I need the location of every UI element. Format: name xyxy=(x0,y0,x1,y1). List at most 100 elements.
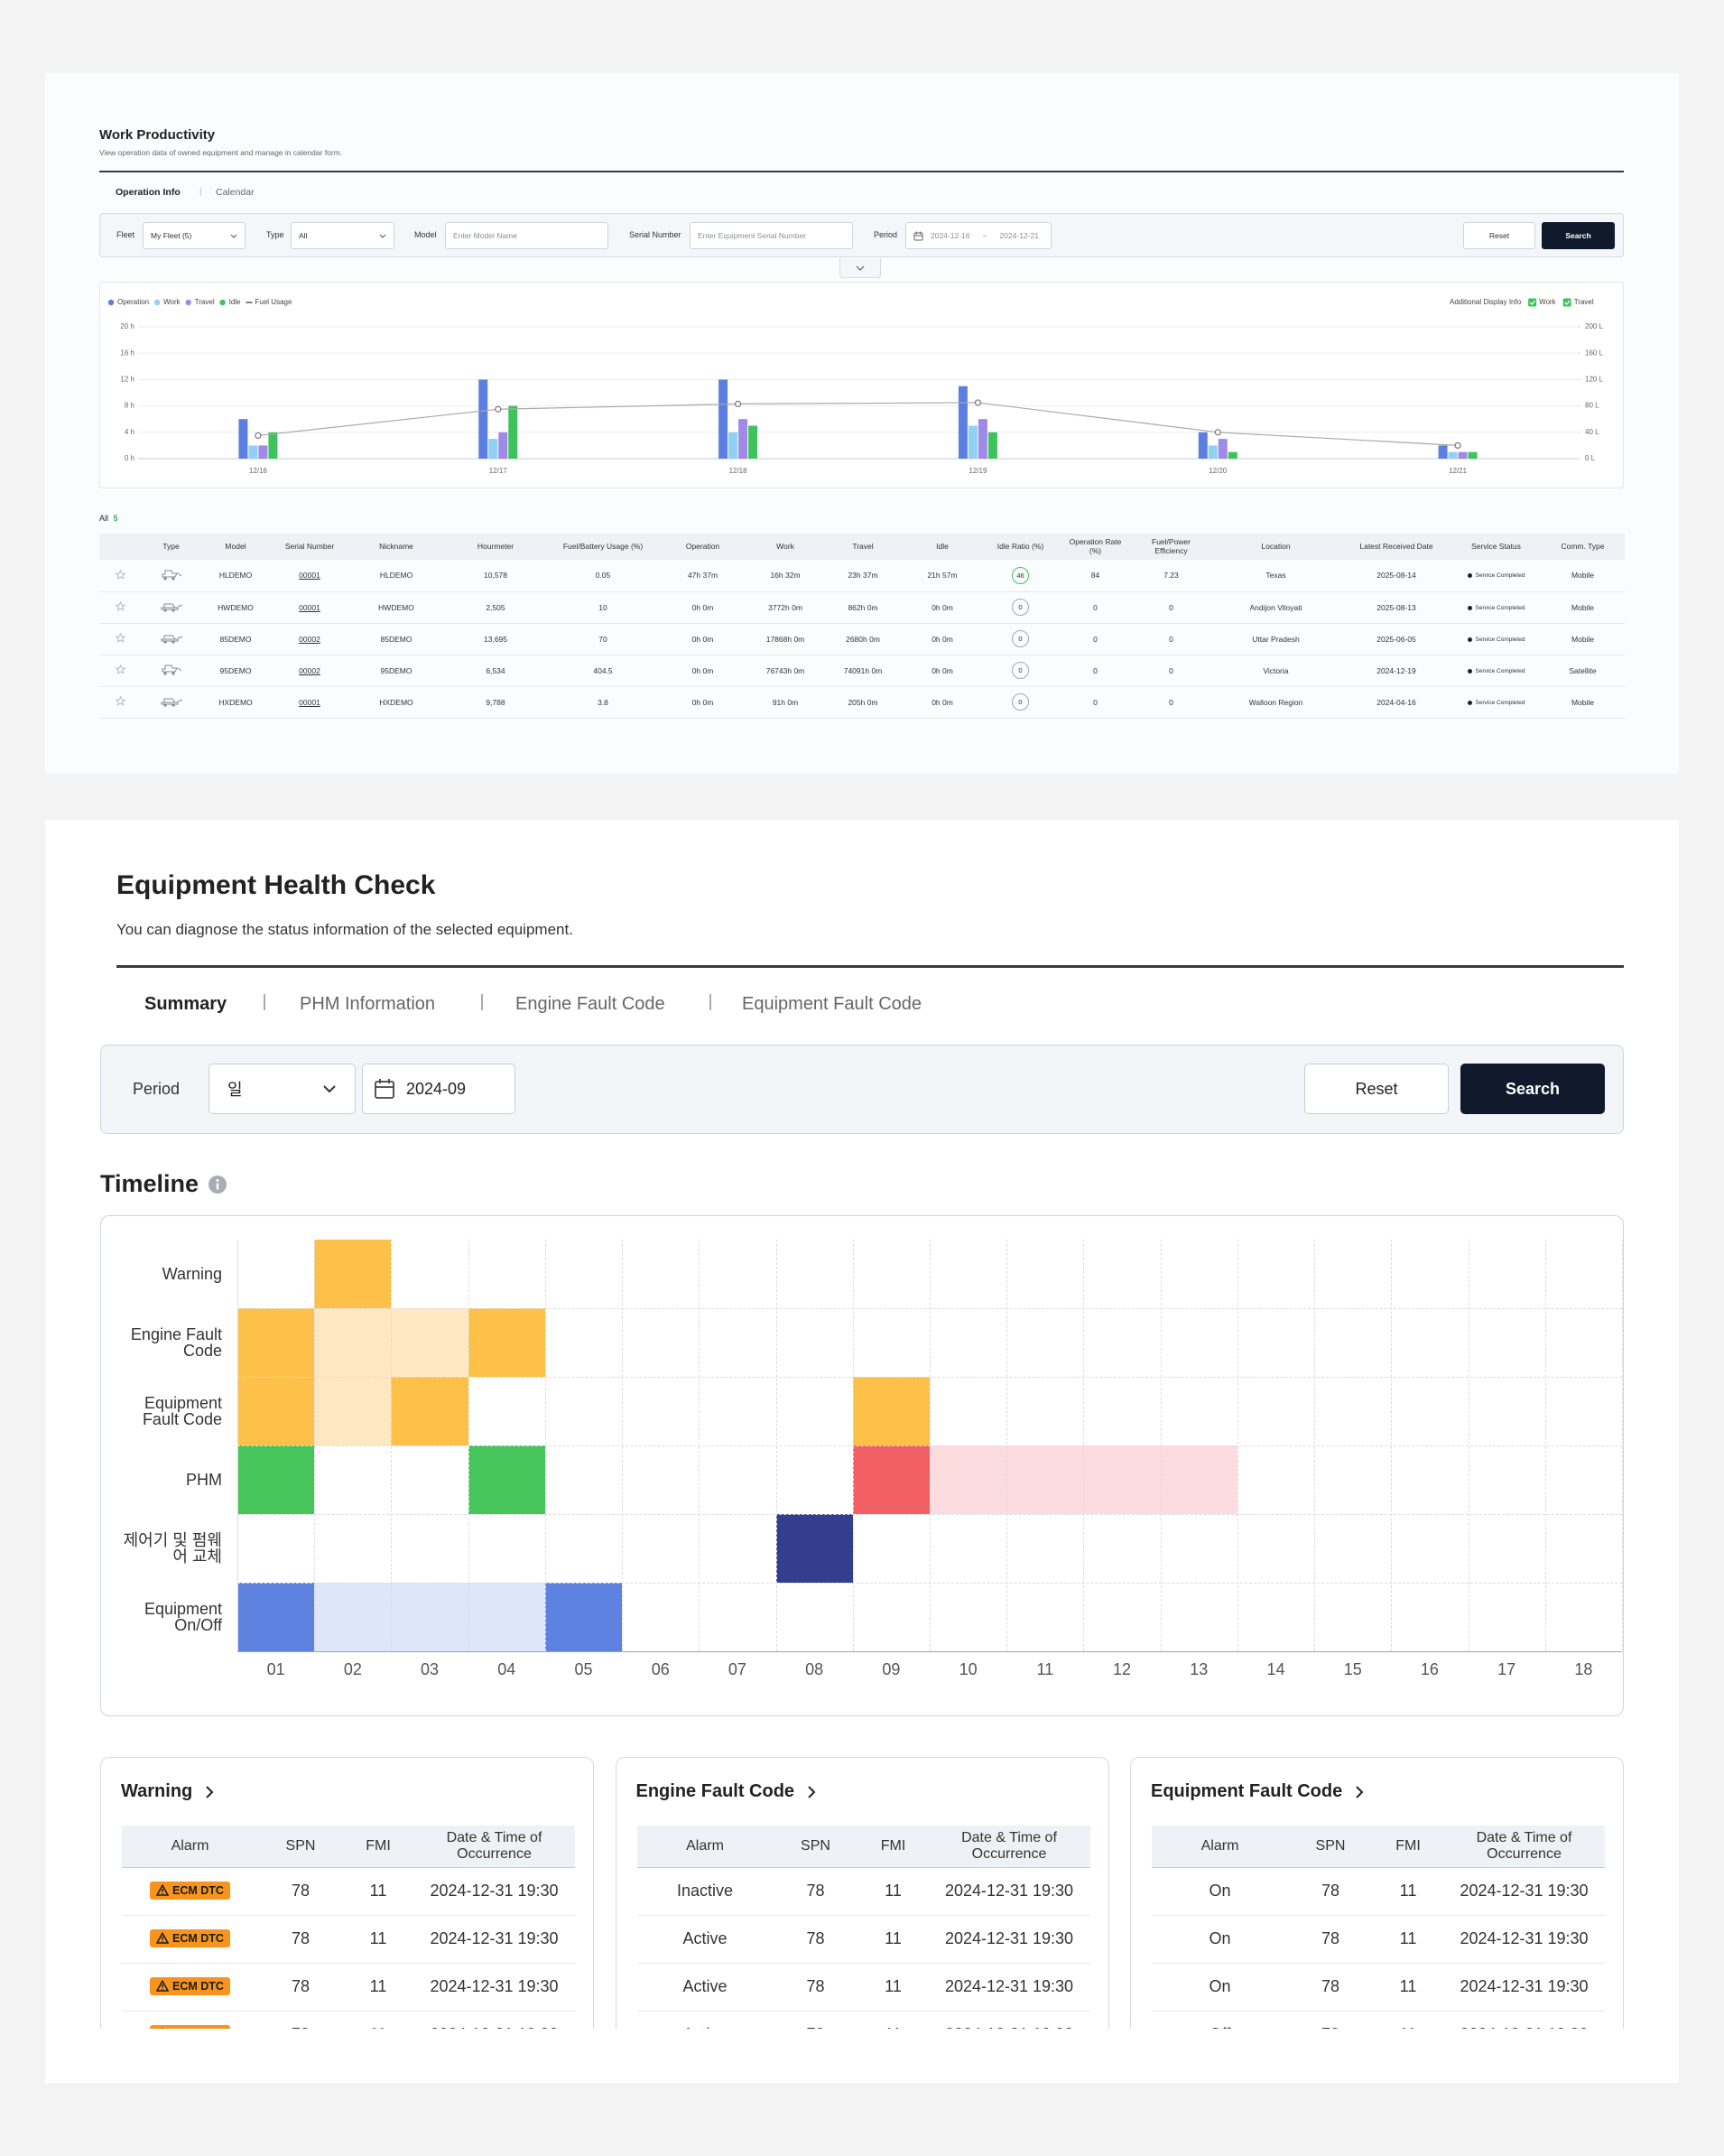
header-text: SPN xyxy=(801,1837,830,1854)
row: Active 78 11 2024-12-31 19:30 xyxy=(636,2011,1090,2029)
row-label: 제어기 및 펌웨어 교체 xyxy=(123,1531,222,1566)
bar xyxy=(748,425,758,459)
cell-text: 2024-12-31 19:30 xyxy=(430,1929,559,1947)
row: On 78 11 2024-12-31 19:30 xyxy=(1152,1867,1605,1916)
x-tick-label: 12/19 xyxy=(969,467,987,475)
button-label: Search xyxy=(1505,1079,1561,1098)
star[interactable] xyxy=(115,632,125,643)
additional-label: Additional Display Info xyxy=(1450,298,1522,306)
panel-heading[interactable]: Warning xyxy=(121,1781,214,1802)
cell: 0 xyxy=(982,591,1059,624)
status-dot xyxy=(1467,573,1472,579)
cell-text: 0h 0m xyxy=(932,634,953,644)
cell-text: 9,788 xyxy=(486,697,505,707)
machine xyxy=(161,698,182,705)
cell: 78 xyxy=(773,1915,858,1964)
search-button[interactable]: Search xyxy=(1542,222,1615,249)
timeline-cell xyxy=(468,1445,545,1514)
type-icon xyxy=(161,603,182,612)
cell-text: 78 xyxy=(806,1929,825,1947)
count: All 5 xyxy=(99,514,118,523)
star[interactable] xyxy=(115,695,125,706)
timeline-cell xyxy=(391,1377,468,1445)
panel-heading[interactable]: Equipment Fault Code xyxy=(1151,1781,1364,1802)
cell: 2024-12-19 xyxy=(1341,655,1451,687)
header-text: SPN xyxy=(1315,1837,1346,1854)
filter-label: Fleet xyxy=(116,230,135,239)
warning-icon xyxy=(156,1980,170,1992)
expand-toggle[interactable] xyxy=(839,258,881,278)
model-input[interactable]: Enter Model Name xyxy=(445,222,608,249)
star[interactable] xyxy=(115,569,125,580)
search-button[interactable]: Search xyxy=(1460,1064,1605,1114)
bar xyxy=(498,432,508,459)
point xyxy=(1454,441,1461,449)
tab-separator: | xyxy=(199,187,202,197)
chevron-path xyxy=(206,1785,214,1798)
reset-button[interactable]: Reset xyxy=(1304,1064,1449,1114)
serial-input[interactable]: Enter Equipment Serial Number xyxy=(690,222,853,249)
timeline-box: Warning Engine Fault Code Equipment Fault … xyxy=(100,1215,1624,1716)
serial-link[interactable]: 00001 xyxy=(299,697,320,707)
header-cell: Hourmeter xyxy=(443,534,548,560)
header-cell: FMI xyxy=(343,1826,413,1868)
row: ECM DTC 78 11 2024-12-31 19:30 xyxy=(122,1915,575,1964)
tab[interactable]: Operation Info xyxy=(116,187,181,198)
productivity-card: Work Productivity View operation data of… xyxy=(45,73,1679,774)
cell: Service Completed xyxy=(1451,623,1541,655)
cell: 78 xyxy=(1288,1915,1373,1964)
serial-link[interactable]: 00001 xyxy=(299,571,320,581)
cell-text: HWDEMO xyxy=(378,602,414,612)
cell-text: Uttar Pradesh xyxy=(1252,634,1300,644)
serial-link[interactable]: 00001 xyxy=(299,602,320,612)
cell: Mobile xyxy=(1541,623,1625,655)
cell: 2025-06-05 xyxy=(1341,623,1451,655)
info-icon[interactable] xyxy=(208,1175,227,1194)
header-cell: Location xyxy=(1210,534,1341,560)
cell: 3.8 xyxy=(548,686,658,719)
reset-button[interactable]: Reset xyxy=(1463,222,1535,249)
cell: 0 xyxy=(1059,591,1132,624)
unit-select[interactable]: 일 xyxy=(209,1064,356,1114)
column-label: 14 xyxy=(1266,1660,1285,1678)
cell-text: HXDEMO xyxy=(218,697,253,707)
cell: 78 xyxy=(773,1963,858,2012)
header-text: Alarm xyxy=(686,1837,724,1854)
status-dot xyxy=(1467,700,1472,705)
cell-text: 0 xyxy=(1169,697,1173,707)
month-input[interactable]: 2024-09 xyxy=(362,1064,515,1114)
status: Service Completed xyxy=(1467,700,1525,706)
tab[interactable]: Engine Fault Code xyxy=(515,994,665,1014)
warning-icon xyxy=(162,2028,163,2029)
column-label: 11 xyxy=(1036,1660,1054,1678)
cell: 0h 0m xyxy=(903,623,982,655)
star[interactable] xyxy=(115,664,125,674)
timeline-cell xyxy=(237,1583,315,1651)
star[interactable] xyxy=(115,600,125,611)
machine xyxy=(162,570,181,578)
cell: ECM DTC xyxy=(122,2011,258,2029)
panel-table: Alarm SPN FMI Date & Time of Occurrence Inac… xyxy=(636,1826,1090,2029)
cell-text: HLDEMO xyxy=(379,571,413,581)
type-select[interactable]: All xyxy=(291,222,394,249)
chart-box: 0 h 4 h 8 h 12 h 16 h 20 h 0 L 40 L 80 L 120 L 160… xyxy=(99,282,1624,488)
serial-link[interactable]: 00002 xyxy=(299,665,320,675)
grid-line xyxy=(1622,1240,1623,1651)
tab[interactable]: Equipment Fault Code xyxy=(742,994,922,1014)
tab[interactable]: PHM Information xyxy=(300,994,436,1014)
point xyxy=(734,400,742,408)
fleet-select[interactable]: My Fleet (5) xyxy=(143,222,246,249)
cell: 9,788 xyxy=(443,686,548,719)
cell: 10,578 xyxy=(443,560,548,592)
bar xyxy=(268,432,278,459)
tab[interactable]: Calendar xyxy=(216,187,255,198)
tab-separator xyxy=(709,994,711,1010)
panel-heading[interactable]: Engine Fault Code xyxy=(636,1781,817,1802)
checkmark xyxy=(1529,300,1536,305)
serial-link[interactable]: 00002 xyxy=(299,634,320,644)
period-input[interactable]: 2024-12-16 ~ 2024-12-21 xyxy=(905,222,1052,249)
tab[interactable]: Summary xyxy=(144,994,227,1014)
machine xyxy=(162,664,181,673)
cell-text: 85DEMO xyxy=(380,634,412,644)
cell-text: 2024-12-31 19:30 xyxy=(430,1882,559,1900)
